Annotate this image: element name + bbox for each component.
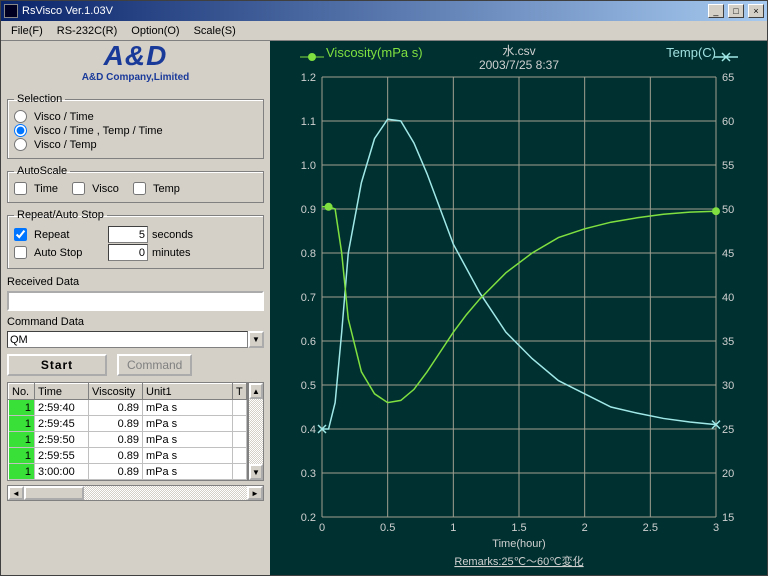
svg-text:2.5: 2.5 xyxy=(643,522,658,534)
svg-text:65: 65 xyxy=(722,72,734,84)
svg-text:1.0: 1.0 xyxy=(301,160,316,172)
svg-text:1.2: 1.2 xyxy=(301,72,316,84)
table-row[interactable]: 12:59:400.89mPa s xyxy=(9,400,247,416)
check-temp[interactable] xyxy=(133,182,146,195)
svg-text:0.3: 0.3 xyxy=(301,468,316,480)
autoscale-legend: AutoScale xyxy=(14,165,70,177)
svg-text:0.8: 0.8 xyxy=(301,248,316,260)
chart-panel: 0 0.5 1 1.5 2 2.5 3 0.2 0.3 0.4 0.5 0.6 0.7 0.8 0.9 1.0… xyxy=(270,41,767,575)
table-vscroll[interactable]: ▲ ▼ xyxy=(248,382,264,481)
col-no[interactable]: No. xyxy=(9,384,35,400)
minimize-button[interactable]: _ xyxy=(708,4,724,18)
scroll-right-icon[interactable]: ► xyxy=(247,486,263,500)
repeat-group: Repeat/Auto Stop Repeat seconds Auto Sto… xyxy=(7,209,264,269)
svg-text:15: 15 xyxy=(722,512,734,524)
repeat-legend: Repeat/Auto Stop xyxy=(14,209,107,221)
data-table: No. Time Viscosity Unit1 T 12:59:400.89m… xyxy=(7,382,248,481)
svg-text:Temp(C): Temp(C) xyxy=(666,45,716,60)
svg-text:2: 2 xyxy=(582,522,588,534)
svg-text:1.1: 1.1 xyxy=(301,116,316,128)
svg-text:3: 3 xyxy=(713,522,719,534)
svg-text:30: 30 xyxy=(722,380,734,392)
close-button[interactable]: × xyxy=(748,4,764,18)
svg-text:0.5: 0.5 xyxy=(301,380,316,392)
scroll-down-icon[interactable]: ▼ xyxy=(249,464,263,480)
svg-text:0.2: 0.2 xyxy=(301,512,316,524)
svg-text:25: 25 xyxy=(722,424,734,436)
svg-text:50: 50 xyxy=(722,204,734,216)
table-row[interactable]: 12:59:500.89mPa s xyxy=(9,432,247,448)
table-row[interactable]: 12:59:550.89mPa s xyxy=(9,448,247,464)
check-repeat[interactable] xyxy=(14,228,27,241)
table-row[interactable]: 13:00:000.89mPa s xyxy=(9,464,247,480)
start-button[interactable]: Start xyxy=(7,354,107,376)
menu-file[interactable]: File(F) xyxy=(5,23,49,39)
table-hscroll[interactable]: ◄ ► xyxy=(7,485,264,501)
radio-visco-time[interactable] xyxy=(14,110,27,123)
col-unit[interactable]: Unit1 xyxy=(143,384,233,400)
menu-option[interactable]: Option(O) xyxy=(125,23,185,39)
svg-text:35: 35 xyxy=(722,336,734,348)
svg-text:45: 45 xyxy=(722,248,734,260)
selection-group: Selection Visco / Time Visco / Time , Te… xyxy=(7,93,264,159)
col-visc[interactable]: Viscosity xyxy=(89,384,143,400)
command-label: Command Data xyxy=(7,316,264,328)
command-data-field[interactable] xyxy=(7,331,248,348)
svg-text:1: 1 xyxy=(450,522,456,534)
svg-text:Remarks:25℃～60℃変化: Remarks:25℃～60℃変化 xyxy=(454,554,583,568)
app-window: RsVisco Ver.1.03V _ □ × File(F) RS-232C(… xyxy=(0,0,768,576)
scroll-left-icon[interactable]: ◄ xyxy=(8,486,24,500)
menubar: File(F) RS-232C(R) Option(O) Scale(S) xyxy=(1,21,767,41)
received-data-field[interactable] xyxy=(7,291,264,311)
svg-text:0.5: 0.5 xyxy=(380,522,395,534)
svg-text:0.4: 0.4 xyxy=(301,424,316,436)
col-time[interactable]: Time xyxy=(35,384,89,400)
autoscale-group: AutoScale Time Visco Temp xyxy=(7,165,264,203)
radio-visco-time-temp[interactable] xyxy=(14,124,27,137)
svg-text:60: 60 xyxy=(722,116,734,128)
menu-scale[interactable]: Scale(S) xyxy=(188,23,242,39)
svg-text:0.7: 0.7 xyxy=(301,292,316,304)
autostop-value[interactable] xyxy=(108,244,148,261)
selection-legend: Selection xyxy=(14,93,65,105)
svg-text:1.5: 1.5 xyxy=(511,522,526,534)
scroll-up-icon[interactable]: ▲ xyxy=(249,383,263,399)
command-dropdown-button[interactable]: ▼ xyxy=(248,331,264,348)
received-label: Received Data xyxy=(7,276,264,288)
svg-text:0.6: 0.6 xyxy=(301,336,316,348)
svg-text:0: 0 xyxy=(319,522,325,534)
repeat-value[interactable] xyxy=(108,226,148,243)
check-visco[interactable] xyxy=(72,182,85,195)
svg-text:Time(hour): Time(hour) xyxy=(492,538,545,550)
radio-visco-temp[interactable] xyxy=(14,138,27,151)
svg-text:水.csv: 水.csv xyxy=(502,44,535,58)
check-autostop[interactable] xyxy=(14,246,27,259)
svg-text:0.9: 0.9 xyxy=(301,204,316,216)
table-row[interactable]: 12:59:450.89mPa s xyxy=(9,416,247,432)
svg-text:20: 20 xyxy=(722,468,734,480)
check-time[interactable] xyxy=(14,182,27,195)
window-title: RsVisco Ver.1.03V xyxy=(22,5,113,17)
app-icon xyxy=(4,4,18,18)
col-t[interactable]: T xyxy=(233,384,247,400)
svg-text:Viscosity(mPa s): Viscosity(mPa s) xyxy=(326,45,423,60)
svg-text:40: 40 xyxy=(722,292,734,304)
menu-rs232c[interactable]: RS-232C(R) xyxy=(51,23,124,39)
command-button[interactable]: Command xyxy=(117,354,192,376)
svg-text:55: 55 xyxy=(722,160,734,172)
titlebar: RsVisco Ver.1.03V _ □ × xyxy=(1,1,767,21)
svg-text:2003/7/25 8:37: 2003/7/25 8:37 xyxy=(479,58,559,72)
maximize-button[interactable]: □ xyxy=(728,4,744,18)
brand-logo: A&D A&D Company,Limited xyxy=(7,45,264,89)
left-panel: A&D A&D Company,Limited Selection Visco … xyxy=(1,41,270,575)
